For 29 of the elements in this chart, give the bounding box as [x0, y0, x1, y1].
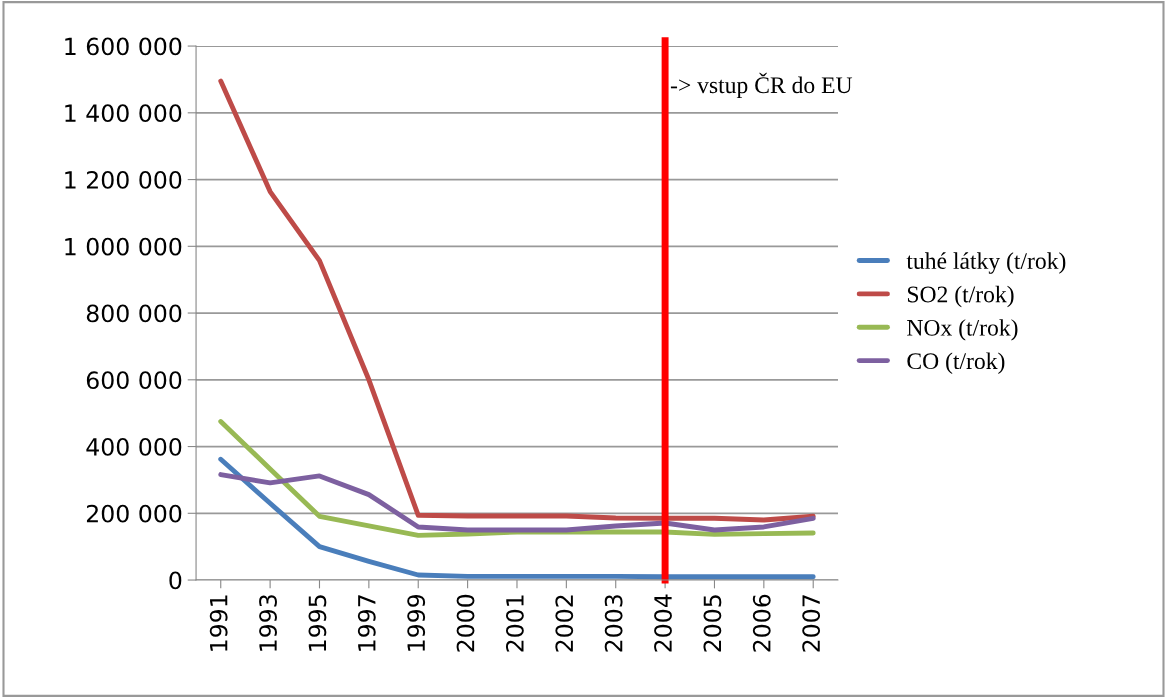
- legend-label: SO2 (t/rok): [907, 285, 1014, 308]
- x-tick-label: 2001: [505, 595, 524, 652]
- x-tick-label: 1997: [357, 595, 376, 651]
- ref-line-label: -> vstup ČR do EU: [670, 72, 853, 98]
- y-tick-label: 200 000: [86, 504, 182, 523]
- x-tick-label: 2002: [555, 595, 574, 652]
- legend-label: NOx (t/rok): [907, 319, 1018, 341]
- line-series: [218, 456, 816, 580]
- y-tick-label: 1 200 000: [65, 171, 182, 189]
- x-tick-label: 2005: [703, 595, 722, 652]
- y-tick-label: 1 400 000: [65, 104, 182, 123]
- x-tick-label: 1995: [308, 595, 327, 651]
- x-tick-label: 2007: [802, 595, 821, 652]
- x-tick-label: 2006: [752, 594, 771, 652]
- x-tick-label: 1999: [407, 594, 426, 651]
- x-tick-label: 2003: [604, 595, 623, 652]
- y-tick-label: 1 600 000: [65, 37, 182, 56]
- y-tick-label: 800 000: [86, 304, 182, 323]
- x-tick-label: 2004: [654, 594, 672, 652]
- y-tick-label: 400 000: [86, 437, 182, 456]
- y-tick-label: 1 000 000: [65, 237, 182, 256]
- line-series: [218, 472, 816, 533]
- x-tick-label: 1993: [259, 595, 277, 651]
- x-tick-label: 2000: [456, 594, 475, 652]
- y-tick-label: 600 000: [86, 371, 182, 390]
- legend-label: tuhé látky (t/rok): [906, 252, 1066, 274]
- legend-label: CO (t/rok): [907, 352, 1005, 374]
- x-tick-label: 1991: [209, 595, 228, 651]
- y-tick-label: 0: [169, 571, 182, 590]
